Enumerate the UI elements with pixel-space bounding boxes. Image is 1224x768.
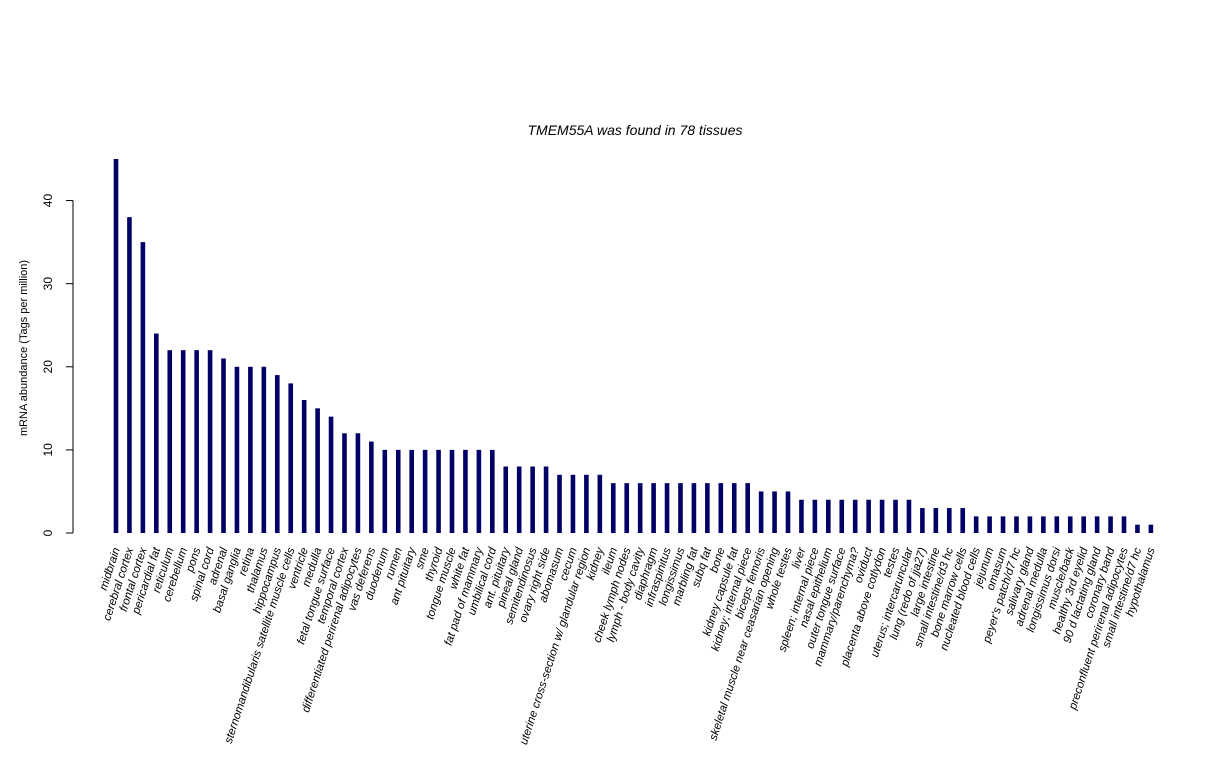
bars: [113, 159, 1154, 533]
bar: [422, 449, 428, 533]
bar: [1135, 524, 1140, 533]
bar: [664, 483, 670, 533]
bar: [342, 433, 347, 533]
bar: [1121, 516, 1127, 533]
bar: [180, 350, 186, 533]
bar: [826, 499, 831, 533]
bar: [624, 483, 630, 533]
bar: [785, 491, 791, 533]
bar: [1108, 516, 1113, 533]
bar: [127, 217, 132, 533]
bar: [261, 366, 267, 533]
bar: [409, 449, 414, 533]
bar: [207, 350, 213, 533]
bar: [516, 466, 522, 533]
bar: [799, 499, 804, 533]
bar: [731, 483, 737, 533]
y-tick-label: 30: [41, 277, 55, 291]
bar: [691, 483, 697, 533]
bar: [1081, 516, 1086, 533]
bar: [960, 508, 966, 533]
bar: [893, 499, 898, 533]
bar: [194, 350, 199, 533]
bar: [1014, 516, 1019, 533]
bar: [140, 242, 146, 533]
y-tick-label: 20: [41, 360, 55, 374]
y-tick-label: 0: [41, 529, 55, 536]
bar: [288, 383, 294, 533]
chart-title: TMEM55A was found in 78 tissues: [527, 122, 742, 138]
bar: [1067, 516, 1073, 533]
bar: [597, 474, 603, 533]
bar: [436, 449, 441, 533]
bar: [154, 333, 159, 533]
bar: [570, 474, 576, 533]
bar: [355, 433, 361, 533]
bar: [1000, 516, 1006, 533]
bar: [369, 441, 374, 533]
bar: [772, 491, 777, 533]
bar: [167, 350, 173, 533]
bar: [315, 408, 320, 533]
bar: [113, 159, 119, 533]
bar: [530, 466, 535, 533]
bar: [557, 474, 562, 533]
bar: [745, 483, 750, 533]
bar: [906, 499, 912, 533]
y-tick-label: 10: [41, 443, 55, 457]
bar: [463, 449, 468, 533]
bar: [449, 449, 455, 533]
bar: [1054, 516, 1060, 533]
bar: [610, 483, 616, 533]
bar: [718, 483, 724, 533]
bar: [490, 449, 495, 533]
bar: [476, 449, 482, 533]
bar: [301, 400, 307, 533]
bar: [1094, 516, 1100, 533]
bar: [812, 499, 818, 533]
bar: [637, 483, 643, 533]
bar: [234, 366, 240, 533]
y-tick-label: 40: [41, 194, 55, 208]
bar: [221, 358, 226, 533]
bar: [328, 416, 334, 533]
bar: [678, 483, 683, 533]
bar: [651, 483, 656, 533]
bar: [852, 499, 858, 533]
bar: [1148, 524, 1154, 533]
bar: [503, 466, 509, 533]
bar: [866, 499, 871, 533]
bar: [879, 499, 885, 533]
bar: [584, 474, 589, 533]
bar: [933, 508, 939, 533]
bar: [705, 483, 710, 533]
bar: [274, 375, 280, 533]
bar: [987, 516, 992, 533]
bar: [382, 449, 388, 533]
bar: [248, 366, 253, 533]
bar: [920, 508, 925, 533]
bar: [758, 491, 764, 533]
bar: [946, 508, 952, 533]
bar: [543, 466, 549, 533]
bar: [1041, 516, 1046, 533]
bar: [839, 499, 845, 533]
bar: [1027, 516, 1033, 533]
bar: [973, 516, 979, 533]
y-axis-label: mRNA abundance (Tags per million): [18, 260, 30, 436]
y-axis: 0 10 20 30 40: [41, 194, 74, 536]
bar: [395, 449, 401, 533]
